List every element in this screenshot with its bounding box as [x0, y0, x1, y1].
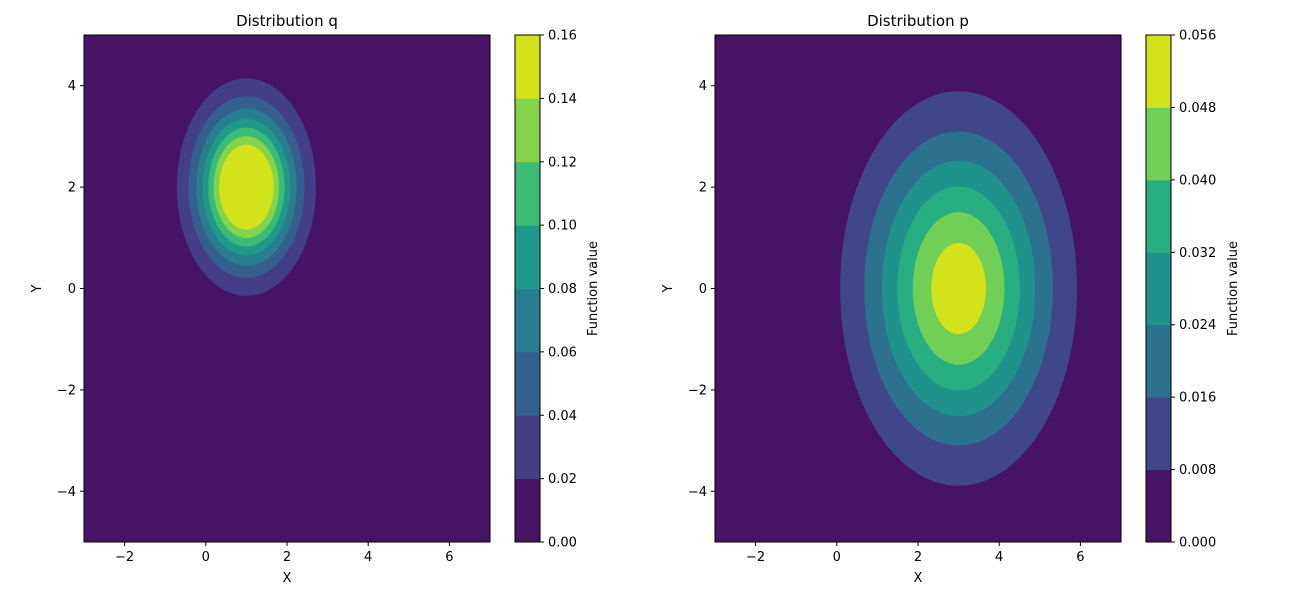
colorbar-segment	[1146, 252, 1171, 326]
y-tick-label: 2	[68, 181, 76, 196]
colorbar-tick-label: 0.040	[1179, 173, 1216, 188]
contour-bands	[176, 78, 317, 296]
colorbar-tick-label: 0.12	[548, 155, 577, 170]
colorbar-segment	[515, 161, 540, 226]
colorbar-segment	[515, 35, 540, 99]
chart-title: Distribution p	[867, 12, 969, 30]
colorbar-tick-label: 0.056	[1179, 29, 1216, 44]
chart-title: Distribution q	[236, 12, 338, 30]
x-tick-label: 6	[1076, 550, 1084, 565]
y-tick-label: 4	[68, 79, 76, 94]
colorbar-label: Function value	[586, 241, 601, 336]
y-tick-label: −2	[57, 383, 76, 398]
chart-distribution-q: −2 0 2 4 6 −4 −2 0 2 4 Distribution q X Y 0.00 0.02 0.0…	[30, 12, 601, 586]
x-tick-label: 0	[202, 550, 210, 565]
colorbar-tick-label: 0.08	[548, 282, 577, 297]
y-tick-label: −2	[688, 383, 707, 398]
colorbar-tick-label: 0.00	[548, 536, 577, 551]
colorbar-segment	[1146, 469, 1171, 543]
colorbar-segment	[515, 288, 540, 353]
colorbar-tick-label: 0.032	[1179, 246, 1216, 261]
colorbar-label: Function value	[1226, 241, 1241, 336]
colorbar-segment	[515, 98, 540, 163]
x-tick-label: 4	[364, 550, 372, 565]
colorbar-tick-label: 0.048	[1179, 101, 1216, 116]
colorbar-segment	[1146, 324, 1171, 398]
colorbar-segment	[515, 415, 540, 480]
x-tick-label: 0	[833, 550, 841, 565]
colorbar-tick-label: 0.000	[1179, 536, 1216, 551]
chart-distribution-p: −2 0 2 4 6 −4 −2 0 2 4 Distribution p X Y 0.000 0.008 0…	[661, 12, 1241, 586]
x-tick-label: −2	[115, 550, 134, 565]
y-tick-label: −4	[688, 485, 707, 500]
colorbar-tick-label: 0.024	[1179, 318, 1216, 333]
y-tick-label: 2	[699, 181, 707, 196]
x-tick-label: 4	[995, 550, 1003, 565]
colorbar-tick-label: 0.008	[1179, 463, 1216, 478]
colorbar-tick-label: 0.14	[548, 92, 577, 107]
y-tick-label: 4	[699, 79, 707, 94]
y-axis-label: Y	[30, 284, 45, 293]
colorbar-segment	[515, 225, 540, 289]
contour-bands	[840, 91, 1078, 486]
x-axis-label: X	[914, 571, 923, 586]
colorbar-segment	[515, 478, 540, 543]
x-tick-label: 6	[445, 550, 453, 565]
x-tick-label: 2	[914, 550, 922, 565]
y-axis-label: Y	[661, 284, 676, 293]
x-tick-label: −2	[746, 550, 765, 565]
colorbar-segment	[515, 351, 540, 416]
y-tick-label: 0	[699, 282, 707, 297]
colorbar-segment	[1146, 397, 1171, 471]
colorbar-tick-label: 0.04	[548, 409, 577, 424]
colorbar-tick-label: 0.16	[548, 29, 577, 44]
colorbar-tick-label: 0.10	[548, 219, 577, 234]
colorbar-segment	[1146, 179, 1171, 253]
colorbar-tick-label: 0.02	[548, 472, 577, 487]
colorbar-segment	[1146, 107, 1171, 181]
colorbar-frame	[1145, 34, 1172, 543]
contour-band-7	[219, 144, 274, 230]
y-tick-label: −4	[57, 485, 76, 500]
contour-band-6	[931, 242, 986, 335]
colorbar-segment	[1146, 35, 1171, 108]
colorbar-tick-label: 0.016	[1179, 391, 1216, 406]
x-axis-label: X	[283, 571, 292, 586]
colorbar-tick-label: 0.06	[548, 345, 577, 360]
x-tick-label: 2	[283, 550, 291, 565]
y-tick-label: 0	[68, 282, 76, 297]
